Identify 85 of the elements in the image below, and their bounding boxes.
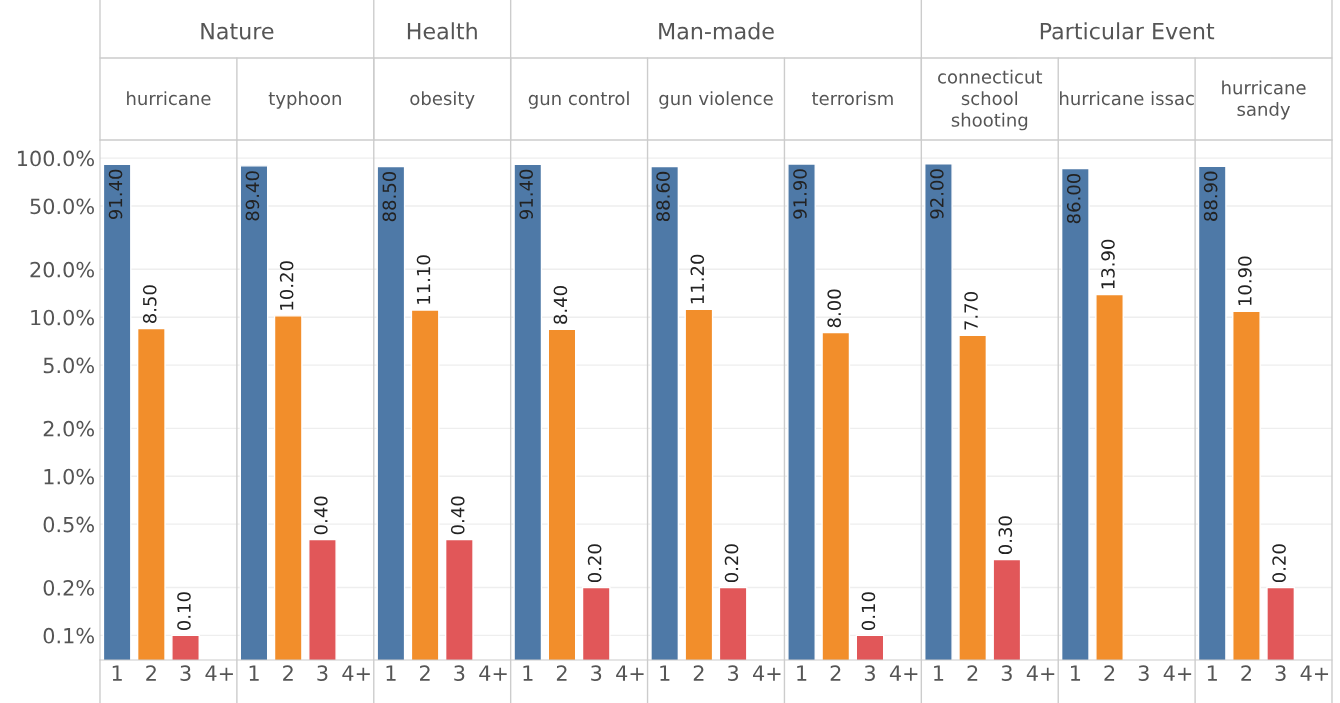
text: gun violence xyxy=(659,91,773,109)
data-label: 88.60 xyxy=(656,171,670,222)
x-tick-label: 1 xyxy=(112,665,122,681)
y-tick-label: 0.1% xyxy=(43,627,94,644)
data-label: 10.20 xyxy=(279,261,294,310)
x-tick-label: 1 xyxy=(386,665,396,681)
x-tick-label: 1 xyxy=(660,665,670,681)
y-tick-label: 100.0% xyxy=(17,150,94,167)
x-tick-label: 4+ xyxy=(342,665,370,681)
x-tick-label: 2 xyxy=(967,665,978,681)
text: Health xyxy=(407,22,477,40)
x-tick-label: 3 xyxy=(864,665,875,681)
data-label: 7.70 xyxy=(964,292,978,330)
y-tick-label: 1.0% xyxy=(44,468,94,485)
y-tick-label: 5.0% xyxy=(43,357,94,374)
text: hurricane issac xyxy=(1060,91,1194,106)
data-label: 8.00 xyxy=(827,289,842,328)
data-label: 0.10 xyxy=(177,592,191,630)
data-label: 10.90 xyxy=(1238,256,1252,306)
data-label: 0.20 xyxy=(724,544,739,583)
data-label: 11.10 xyxy=(416,255,431,304)
x-tick-label: 1 xyxy=(523,665,533,681)
x-tick-label: 4+ xyxy=(479,665,507,681)
y-tick-label: 2.0% xyxy=(43,420,94,437)
y-tick-label: 50.0% xyxy=(30,198,94,215)
x-tick-label: 1 xyxy=(797,665,807,681)
x-tick-label: 4+ xyxy=(616,665,644,681)
x-tick-label: 2 xyxy=(693,665,704,681)
x-tick-label: 3 xyxy=(180,665,191,681)
data-label: 88.50 xyxy=(382,171,397,222)
x-tick-label: 4+ xyxy=(1300,665,1329,681)
data-label: 89.40 xyxy=(245,171,260,221)
text: Man-made xyxy=(659,22,774,40)
data-label: 86.00 xyxy=(1066,173,1081,224)
x-tick-label: 2 xyxy=(1104,665,1115,681)
data-label: 0.40 xyxy=(314,496,328,535)
text: connecticut school shooting xyxy=(938,69,1043,131)
data-label: 88.90 xyxy=(1203,171,1218,221)
data-label: 91.40 xyxy=(519,169,534,220)
data-label: 0.40 xyxy=(450,496,465,535)
x-tick-label: 2 xyxy=(830,665,841,681)
x-tick-label: 2 xyxy=(283,665,293,681)
x-tick-label: 3 xyxy=(454,665,465,681)
data-label: 11.20 xyxy=(690,254,705,304)
x-tick-label: 1 xyxy=(934,665,944,681)
text: Nature xyxy=(201,22,274,40)
data-label: 13.90 xyxy=(1101,239,1115,289)
x-tick-label: 4+ xyxy=(889,665,918,681)
y-tick-label: 10.0% xyxy=(31,309,94,326)
x-tick-label: 1 xyxy=(1207,665,1217,681)
text: terrorism xyxy=(811,91,893,106)
data-label: 0.10 xyxy=(861,592,876,630)
x-tick-label: 4+ xyxy=(753,665,781,681)
x-tick-label: 1 xyxy=(1070,665,1081,681)
data-label: 0.20 xyxy=(1272,544,1286,583)
x-tick-label: 4+ xyxy=(205,665,233,681)
data-label: 0.30 xyxy=(998,516,1013,555)
text: hurricane sandy xyxy=(1222,80,1306,120)
data-label: 8.50 xyxy=(142,285,157,324)
text: typhoon xyxy=(268,91,341,109)
x-tick-label: 3 xyxy=(1001,665,1012,681)
text: gun control xyxy=(528,91,629,109)
x-tick-label: 2 xyxy=(556,665,567,681)
x-tick-label: 3 xyxy=(728,665,739,681)
x-tick-label: 3 xyxy=(591,665,602,681)
x-tick-label: 1 xyxy=(249,665,259,681)
x-tick-label: 3 xyxy=(317,665,328,681)
x-tick-label: 4+ xyxy=(1163,665,1192,681)
y-tick-label: 20.0% xyxy=(30,261,94,278)
x-tick-label: 2 xyxy=(146,665,156,681)
data-label: 91.90 xyxy=(793,169,807,219)
text: obesity xyxy=(410,91,475,109)
data-label: 8.40 xyxy=(553,286,568,324)
data-label: 92.00 xyxy=(930,169,944,219)
x-tick-label: 2 xyxy=(420,665,430,681)
x-tick-label: 3 xyxy=(1138,665,1149,681)
x-tick-label: 2 xyxy=(1241,665,1251,681)
data-label: 91.40 xyxy=(108,169,123,220)
y-tick-label: 0.2% xyxy=(43,579,94,596)
x-tick-label: 3 xyxy=(1275,665,1286,681)
data-label: 0.20 xyxy=(587,544,602,583)
x-tick-label: 4+ xyxy=(1026,665,1055,681)
y-tick-label: 0.5% xyxy=(43,516,94,533)
text: Particular Event xyxy=(1040,22,1215,40)
text: hurricane xyxy=(127,91,211,106)
